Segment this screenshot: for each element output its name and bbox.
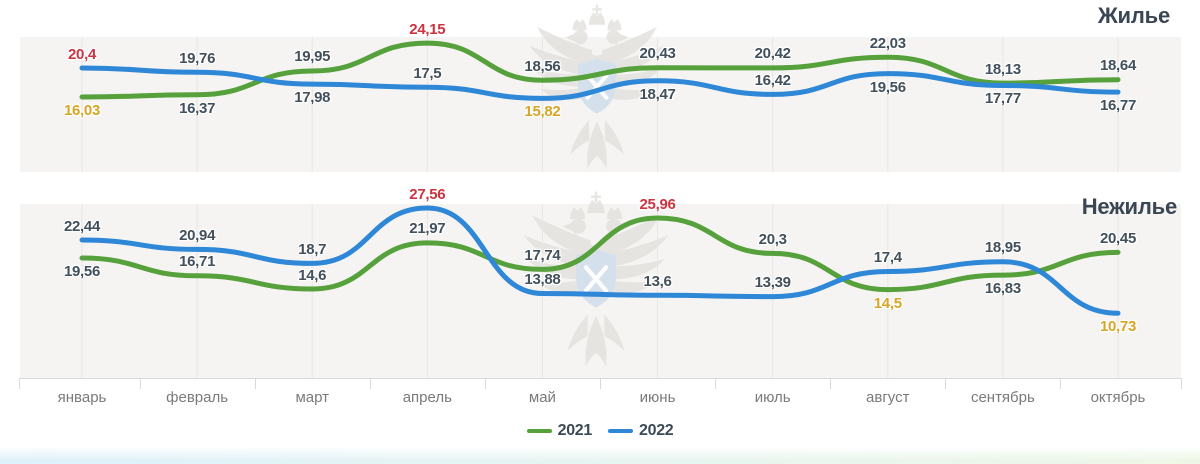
value-label: 19,76 xyxy=(179,49,216,67)
value-label: 17,5 xyxy=(413,64,442,82)
value-label: 27,56 xyxy=(409,185,446,203)
x-axis-label: февраль xyxy=(166,389,229,406)
value-label: 17,4 xyxy=(873,249,902,266)
value-label: 17,74 xyxy=(524,246,561,264)
value-label: 18,56 xyxy=(524,57,561,75)
x-axis-label: август xyxy=(866,389,910,406)
value-label: 17,77 xyxy=(984,90,1021,108)
legend-label-2022: 2022 xyxy=(639,422,674,439)
chart-title-housing: Жилье xyxy=(1097,3,1170,28)
x-axis-tick xyxy=(254,378,256,389)
value-label: 24,15 xyxy=(409,20,446,38)
x-axis-label: октябрь xyxy=(1090,389,1146,406)
value-label: 13,39 xyxy=(754,274,791,292)
x-axis-tick xyxy=(484,378,486,389)
value-label: 14,6 xyxy=(298,266,327,284)
value-label: 20,3 xyxy=(758,230,787,248)
value-label: 18,64 xyxy=(1099,57,1136,75)
value-label: 13,6 xyxy=(643,272,672,290)
value-label: 18,13 xyxy=(984,60,1021,78)
value-label: 16,77 xyxy=(1099,97,1136,115)
value-label: 22,44 xyxy=(63,217,101,235)
value-label: 13,88 xyxy=(524,271,561,288)
x-axis-tick xyxy=(599,378,601,389)
x-axis-tick xyxy=(1181,378,1182,389)
legend: 2021 2022 xyxy=(0,421,1200,441)
x-axis-label: июль xyxy=(754,389,791,406)
x-axis-tick xyxy=(945,378,947,389)
x-axis-tick xyxy=(715,378,717,389)
value-label: 20,43 xyxy=(639,45,676,63)
value-label: 19,56 xyxy=(869,78,906,96)
x-axis-label: апрель xyxy=(402,389,452,406)
value-label: 16,71 xyxy=(179,253,216,271)
value-label: 15,82 xyxy=(524,103,561,121)
x-axis-label: сентябрь xyxy=(970,389,1035,406)
value-label: 20,42 xyxy=(754,45,791,63)
x-axis-label: июнь xyxy=(639,389,676,406)
bottom-gradient-bar xyxy=(0,447,1200,464)
value-label: 20,4 xyxy=(68,45,96,63)
value-label: 19,56 xyxy=(63,263,101,280)
value-label: 16,83 xyxy=(984,280,1021,298)
value-label: 16,03 xyxy=(63,102,101,120)
value-label: 14,5 xyxy=(873,294,902,312)
value-label: 16,37 xyxy=(179,99,216,117)
value-label: 10,73 xyxy=(1099,318,1136,336)
value-label: 25,96 xyxy=(639,195,676,213)
value-label: 18,47 xyxy=(639,85,676,103)
value-label: 21,97 xyxy=(409,220,446,238)
value-label: 20,94 xyxy=(179,226,216,244)
legend-swatch-2022 xyxy=(608,428,633,434)
chart-title-nonhousing: Нежилье xyxy=(1081,194,1177,219)
legend-swatch-2021 xyxy=(526,428,552,434)
x-axis-tick xyxy=(1060,378,1062,389)
value-label: 18,95 xyxy=(984,239,1021,257)
value-label: 17,98 xyxy=(294,89,331,107)
value-label: 19,95 xyxy=(294,48,331,66)
x-axis-label: май xyxy=(528,389,556,406)
x-axis-tick xyxy=(19,378,20,389)
legend-label-2021: 2021 xyxy=(557,422,593,439)
x-axis-label: март xyxy=(295,389,329,406)
x-axis-label: январь xyxy=(57,389,107,406)
value-label: 18,7 xyxy=(298,240,327,258)
x-axis-tick xyxy=(369,378,371,389)
x-axis-tick xyxy=(830,378,832,389)
value-label: 22,03 xyxy=(869,34,906,52)
value-label: 16,42 xyxy=(754,71,791,89)
x-axis-tick xyxy=(139,378,141,389)
value-label: 20,45 xyxy=(1099,229,1136,247)
